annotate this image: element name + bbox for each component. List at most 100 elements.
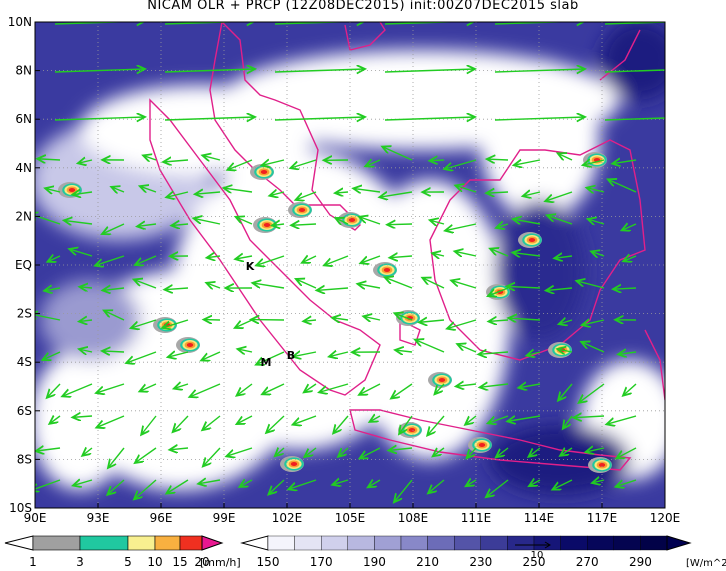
wind-vector <box>69 249 93 257</box>
wind-vector <box>256 255 285 265</box>
wind-vector <box>389 448 413 450</box>
wind-vector <box>203 447 221 466</box>
wind-vector <box>552 479 573 490</box>
wind-vector <box>206 283 221 288</box>
wind-vector <box>170 448 189 450</box>
wind-vector <box>239 480 253 487</box>
wind-vector <box>293 352 317 357</box>
colorbar-unit: [W/m^2] <box>686 558 726 569</box>
wind-vector <box>195 192 221 194</box>
lat-label: 10S <box>9 501 32 515</box>
wind-vector <box>391 383 413 398</box>
coastline <box>344 22 386 51</box>
wind-vector <box>514 160 541 165</box>
wind-vector <box>194 218 221 225</box>
wind-vector <box>272 224 285 226</box>
wind-vector <box>583 160 605 165</box>
wind-vector <box>37 159 61 160</box>
precip-cell <box>68 188 76 192</box>
wind-vector <box>586 448 605 452</box>
wind-vector <box>494 69 585 72</box>
map-title: NICAM OLR + PRCP (12Z08DEC2015) init:00Z… <box>147 0 579 13</box>
colorbar-box <box>454 535 482 551</box>
wind-vector <box>486 192 509 193</box>
wind-vector <box>173 415 189 432</box>
colorbar-box <box>267 535 295 551</box>
colorbar-box <box>587 535 615 551</box>
wind-vector <box>363 316 381 320</box>
coastline <box>644 329 665 401</box>
wind-vector <box>547 215 573 225</box>
colorbar-box <box>640 535 668 551</box>
wind-vector <box>430 220 445 224</box>
lon-label: 96E <box>150 511 173 525</box>
wind-vector <box>235 256 253 259</box>
wind-vector <box>457 344 477 353</box>
wind-vector <box>189 383 221 397</box>
wind-vector <box>163 160 189 162</box>
precip-cell <box>348 218 356 222</box>
wind-vector <box>507 286 541 288</box>
wind-vector <box>268 479 285 494</box>
legends: 1 3 5 10 15 20[mm/h] 150 170 190 210 230 250 270 290 [… <box>4 535 726 569</box>
wind-vector <box>465 415 477 425</box>
wind-vector <box>45 188 61 192</box>
wind-vector <box>291 224 317 225</box>
wind-vector <box>618 352 637 354</box>
colorbar-label: 3 <box>76 555 84 569</box>
wind-vector <box>428 479 445 493</box>
wind-vector <box>395 350 413 352</box>
wind-vector <box>140 186 157 192</box>
wind-vector <box>508 318 541 320</box>
wind-vector <box>335 218 349 224</box>
wind-vector <box>419 320 445 322</box>
colorbar-box <box>400 535 428 551</box>
wind-vector <box>42 351 61 360</box>
colorbar-arrow <box>666 535 692 551</box>
wind-vector <box>623 383 637 396</box>
wind-vector <box>168 352 189 357</box>
wind-vector <box>622 224 637 230</box>
colorbar-label: 210 <box>416 555 439 569</box>
wind-vector <box>262 160 285 165</box>
wind-vector <box>304 383 317 392</box>
wind-vector <box>275 448 285 456</box>
wind-vector <box>616 479 637 487</box>
wind-vector <box>606 415 637 424</box>
wind-vector <box>385 277 413 289</box>
wind-vector <box>435 383 445 394</box>
wind-vector <box>456 384 477 386</box>
wind-vector <box>171 224 189 226</box>
wind-vector <box>488 320 509 321</box>
lat-label: 2S <box>17 307 32 321</box>
precip-cell <box>408 428 416 432</box>
wind-vector <box>274 117 365 120</box>
colorbar-label: 250 <box>523 555 546 569</box>
wind-vector <box>143 155 157 160</box>
wind-vector <box>288 479 317 489</box>
lat-label: 8N <box>15 64 32 78</box>
wind-vector <box>559 320 573 324</box>
wind-vector <box>202 415 221 430</box>
wind-vector <box>557 349 573 352</box>
wind-vector <box>579 383 605 403</box>
lon-label: 111E <box>461 511 492 525</box>
wind-vector <box>359 217 381 225</box>
colorbar-box <box>427 535 455 551</box>
wind-vector <box>108 447 125 468</box>
coastline <box>599 29 641 81</box>
colorbar-label: 150 <box>257 555 280 569</box>
wind-vector <box>563 415 573 429</box>
wind-vector <box>102 351 125 352</box>
wind-vector <box>384 69 475 72</box>
wind-vector <box>332 318 349 320</box>
wind-vector <box>487 159 509 160</box>
wind-vector <box>174 384 189 389</box>
lat-label: 10N <box>8 15 32 29</box>
wind-vector <box>137 224 157 226</box>
wind-vector <box>527 352 541 356</box>
wind-vector <box>592 480 605 483</box>
lon-label: 99E <box>213 511 236 525</box>
wind-vector <box>587 188 605 192</box>
wind-vector <box>96 383 125 393</box>
